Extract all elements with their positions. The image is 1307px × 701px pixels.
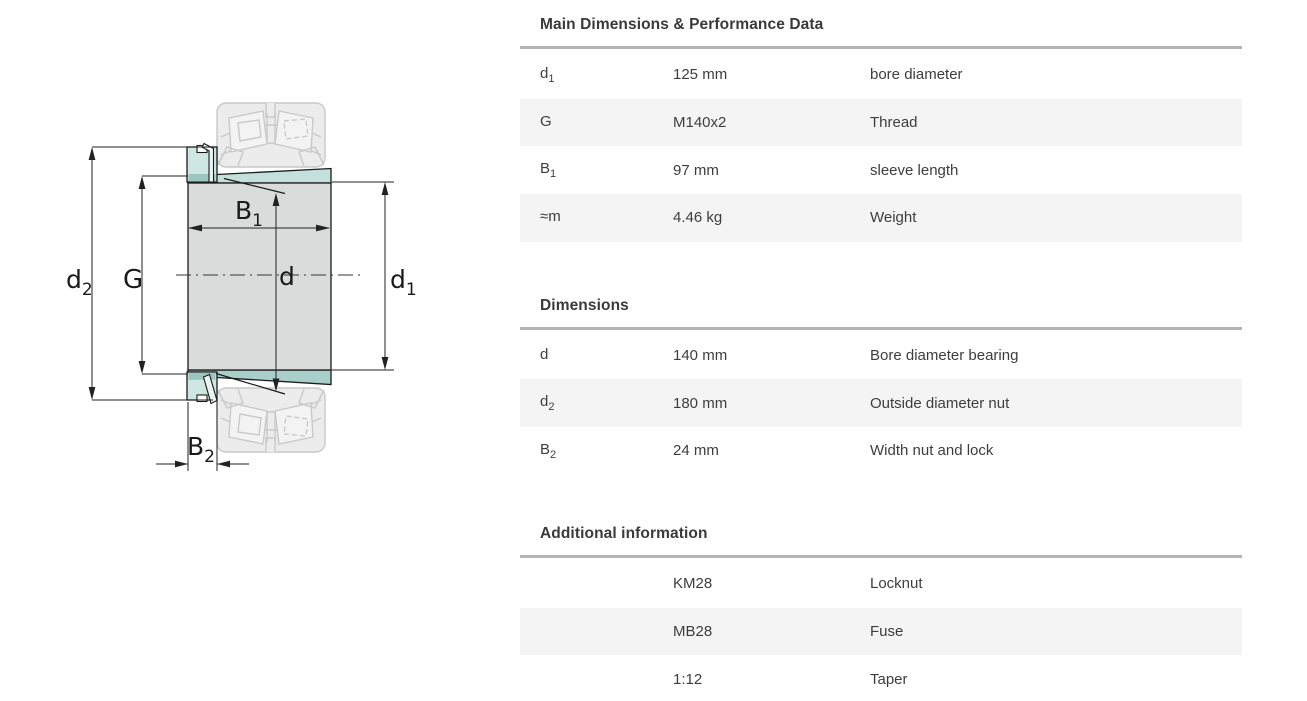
table-title-rule: [520, 554, 1242, 558]
table-row: d 140 mm Bore diameter bearing: [520, 332, 1242, 380]
table-rows: KM28 Locknut MB28 Fuse 1:12 Taper: [520, 560, 1242, 701]
dim-label-B1: B1: [235, 196, 263, 231]
drawing-area: d2 G B1 d d1 B2: [0, 0, 470, 701]
spec-tables: Main Dimensions & Performance Data d1 12…: [520, 14, 1242, 701]
row-value: MB28: [673, 622, 713, 640]
dimension-B2: [156, 392, 249, 471]
table-title: Main Dimensions & Performance Data: [540, 16, 824, 33]
table-rows: d1 125 mm bore diameter G M140x2 Thread …: [520, 51, 1242, 242]
dimension-G: [138, 175, 188, 375]
table-title: Dimensions: [540, 296, 629, 314]
row-value: 180 mm: [673, 394, 728, 412]
locknut-top: [186, 142, 218, 183]
dim-label-G: G: [123, 265, 143, 295]
table-rows: d 140 mm Bore diameter bearing d2 180 mm…: [520, 332, 1242, 475]
table-row: d2 180 mm Outside diameter nut: [520, 379, 1242, 428]
row-value: 97 mm: [673, 161, 719, 179]
table-title-rule: [520, 326, 1242, 330]
dim-label-d1: d1: [390, 265, 417, 300]
row-value: KM28: [673, 575, 713, 593]
row-value: 4.46 kg: [673, 209, 723, 227]
row-description: Fuse: [870, 622, 904, 640]
locknut-slot-bottom: [196, 394, 208, 403]
sleeve-body: [187, 182, 332, 371]
row-description: Locknut: [870, 575, 923, 593]
ghost-bearing-top: [216, 102, 326, 168]
row-symbol: d: [540, 345, 549, 363]
row-symbol: ≈m: [540, 207, 561, 225]
row-description: Weight: [870, 209, 917, 227]
row-description: sleeve length: [870, 161, 959, 179]
row-description: Width nut and lock: [870, 442, 994, 460]
dim-label-B2: B2: [187, 432, 215, 467]
adapter-sleeve-technical-drawing: d2 G B1 d d1 B2: [66, 102, 417, 471]
row-value: 125 mm: [673, 66, 728, 84]
table-title-rule: [520, 46, 1242, 49]
row-symbol: d2: [540, 393, 555, 414]
table-row: B2 24 mm Width nut and lock: [520, 427, 1242, 475]
table-row: G M140x2 Thread: [520, 98, 1242, 147]
row-value: 140 mm: [673, 347, 728, 365]
table-row: 1:12 Taper: [520, 655, 1242, 701]
table-additional-information: Additional information KM28 Locknut MB28…: [520, 523, 1242, 701]
locknut-bottom: [186, 371, 218, 405]
table-row: B1 97 mm sleeve length: [520, 146, 1242, 194]
table-dimensions: Dimensions d 140 mm Bore diameter bearin…: [520, 295, 1242, 475]
dimension-d1: [332, 181, 394, 371]
row-description: Bore diameter bearing: [870, 347, 1019, 365]
taper-line-top: [223, 177, 286, 195]
row-symbol: B2: [540, 440, 557, 461]
lock-washer-tab-top: [201, 142, 215, 183]
dim-label-d2: d2: [66, 265, 93, 300]
dim-label-d: d: [279, 262, 295, 291]
dimension-d: [272, 193, 280, 392]
row-description: Taper: [870, 670, 908, 688]
row-value: M140x2: [673, 114, 727, 132]
dimension-B1: [188, 224, 330, 232]
row-description: Thread: [870, 114, 918, 132]
ghost-bearing-bottom: [216, 387, 326, 453]
row-description: Outside diameter nut: [870, 394, 1010, 412]
table-main-dimensions: Main Dimensions & Performance Data d1 12…: [520, 14, 1242, 242]
table-title: Additional information: [540, 524, 708, 542]
taper-line-bottom: [215, 372, 286, 395]
table-row: d1 125 mm bore diameter: [520, 51, 1242, 99]
table-row: ≈m 4.46 kg Weight: [520, 194, 1242, 242]
table-row: KM28 Locknut: [520, 560, 1242, 608]
row-description: bore diameter: [870, 66, 963, 84]
row-symbol: B1: [540, 160, 557, 181]
dimension-d2: [88, 146, 213, 401]
row-value: 24 mm: [673, 442, 719, 460]
row-symbol: d1: [540, 64, 555, 85]
table-row: MB28 Fuse: [520, 607, 1242, 656]
row-symbol: G: [540, 112, 552, 130]
row-value: 1:12: [673, 670, 703, 688]
